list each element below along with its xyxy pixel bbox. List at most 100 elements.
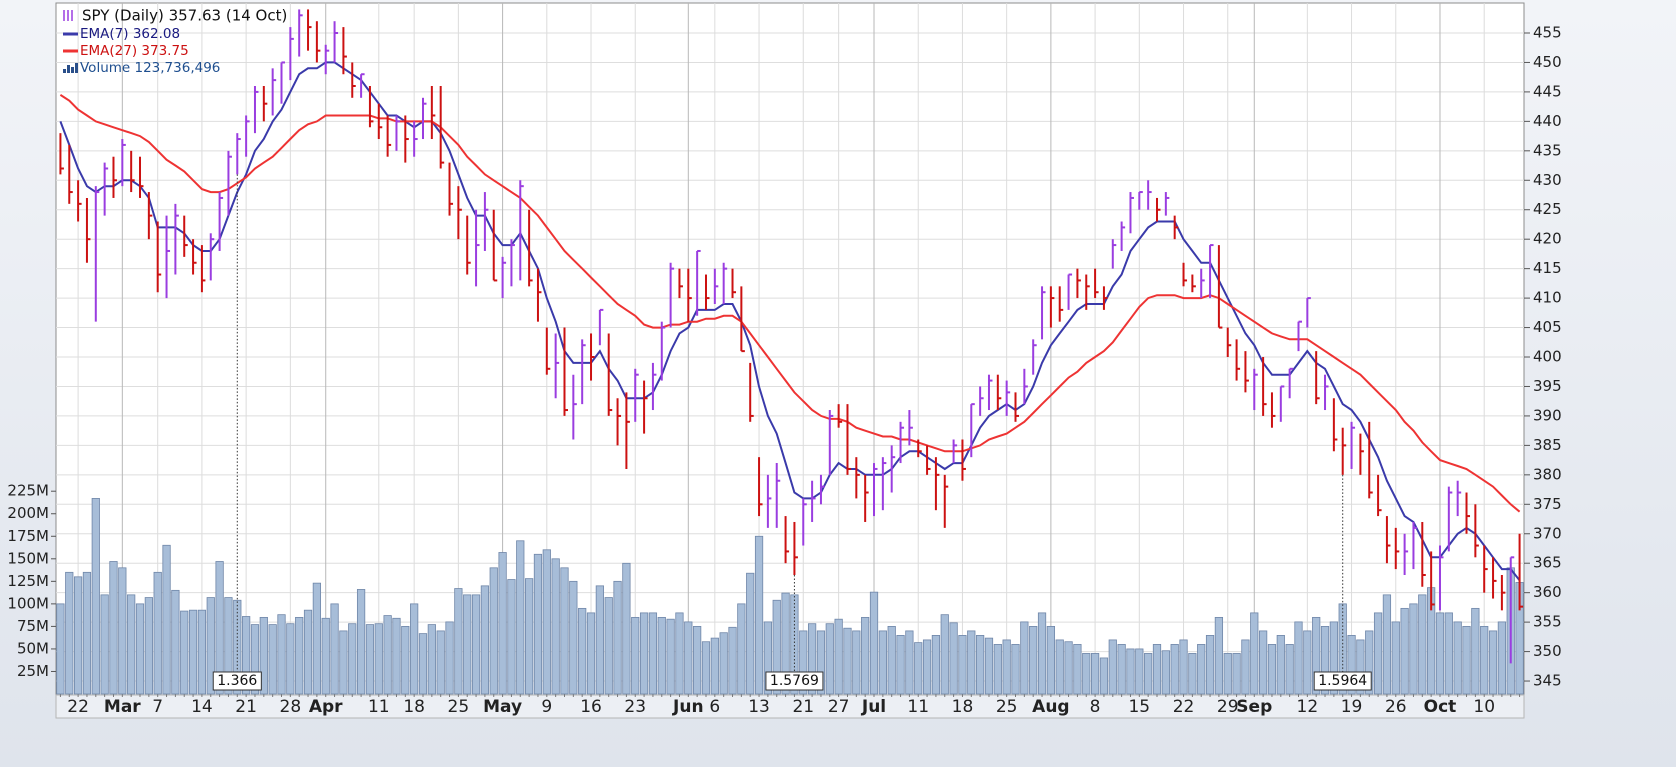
ema-line [59, 94, 1521, 513]
annotation-box [765, 671, 824, 691]
volume-bar [631, 616, 640, 695]
volume-bar [135, 603, 145, 695]
x-tick-label: Jun [672, 697, 704, 717]
volume-bar [1409, 603, 1418, 695]
volume-bar [1312, 616, 1321, 695]
y2-tick-label: 200M [7, 504, 49, 522]
volume-bar [1338, 603, 1347, 695]
annotation-label: 1.5964 [1318, 673, 1367, 689]
volume-bar [162, 544, 171, 695]
volume-bar [878, 630, 887, 695]
volume-bar [976, 635, 985, 695]
y-tick-label: 440 [1533, 112, 1562, 130]
volume-bar [268, 624, 277, 695]
x-tick-label: 11 [368, 697, 390, 717]
volume-bar [525, 578, 534, 695]
volume-bar [498, 552, 507, 695]
volume-bar [914, 642, 923, 695]
volume-bar [109, 561, 118, 695]
volume-bar [586, 612, 596, 695]
y2-tick-label: 50M [17, 639, 49, 657]
volume-bar [1205, 635, 1215, 695]
volume-bar [825, 623, 834, 695]
x-tick-label: 16 [580, 697, 602, 717]
x-tick-label: 19 [1341, 697, 1363, 717]
volume-bar [551, 558, 560, 695]
volume-bar [1259, 630, 1268, 695]
x-tick-label: 15 [1128, 697, 1150, 717]
volume-bar [887, 626, 896, 695]
volume-bar [1373, 612, 1383, 695]
volume-bar [869, 591, 879, 695]
x-tick-label: Sep [1236, 697, 1272, 717]
volume-bar [401, 626, 410, 695]
volume-bar [1046, 626, 1055, 695]
y2-tick-label: 225M [7, 482, 49, 500]
volume-bar [1020, 621, 1029, 695]
volume-bar [1223, 653, 1232, 695]
volume-bar [719, 632, 728, 695]
volume-bar [480, 585, 490, 695]
y-tick-label: 345 [1533, 672, 1562, 690]
volume-bar [224, 597, 233, 695]
y-tick-label: 455 [1533, 23, 1562, 41]
x-tick-label: 22 [67, 697, 89, 717]
volume-bar [374, 623, 383, 695]
y2-tick-label: 25M [17, 662, 49, 680]
volume-bar [471, 594, 481, 695]
legend-label: Volume 123,736,496 [80, 60, 220, 76]
volume-bar [286, 623, 295, 695]
x-tick-label: 25 [996, 697, 1018, 717]
volume-bar [1073, 644, 1082, 695]
volume-bar [330, 603, 339, 695]
x-tick-label: 10 [1473, 697, 1495, 717]
volume-bar [984, 637, 994, 695]
volume-bar [569, 580, 578, 695]
volume-bar [639, 612, 649, 695]
annotation-label: 1.5769 [770, 673, 819, 689]
volume-bar [1188, 653, 1197, 695]
volume-bar [206, 597, 215, 695]
volume-bar [746, 572, 755, 695]
volume-bar [622, 562, 631, 695]
volume-bar [427, 624, 436, 695]
x-tick-label: 28 [280, 697, 302, 717]
volume-bar [1090, 653, 1100, 695]
annotation-label: 1.366 [217, 673, 257, 689]
volume-bar [303, 609, 313, 695]
y2-tick-label: 175M [7, 527, 49, 545]
volume-bar [250, 624, 260, 695]
x-tick-label: 23 [624, 697, 646, 717]
volume-bar [949, 622, 958, 695]
volume-bar [693, 626, 702, 695]
volume-bar [613, 580, 622, 695]
x-tick-label: Apr [309, 697, 343, 717]
volume-bar [436, 630, 445, 695]
volume-bar [967, 630, 976, 695]
volume-bar [516, 540, 525, 695]
volume-bar [578, 607, 587, 695]
y-tick-label: 430 [1533, 171, 1562, 189]
volume-bar [454, 588, 463, 695]
y2-tick-label: 100M [7, 594, 49, 612]
volume-bar [144, 597, 153, 695]
volume-bar [1144, 653, 1153, 695]
x-tick-label: 7 [152, 697, 163, 717]
volume-bar [259, 616, 268, 695]
x-tick-label: 18 [403, 697, 425, 717]
volume-bar [1382, 594, 1392, 695]
volume-bar [295, 616, 304, 695]
y2-tick-label: 125M [7, 572, 49, 590]
volume-bar [1002, 639, 1011, 695]
volume-bar [1197, 644, 1206, 695]
volume-bar [489, 567, 498, 695]
volume-bar [852, 630, 861, 695]
volume-bar [65, 571, 74, 695]
volume-bar [807, 623, 817, 695]
volume-bar [392, 617, 401, 695]
x-tick-label: 12 [1297, 697, 1319, 717]
volume-bar [100, 594, 109, 695]
y-tick-label: 450 [1533, 53, 1562, 71]
volume-bar [595, 585, 604, 695]
volume-bar [896, 635, 905, 695]
